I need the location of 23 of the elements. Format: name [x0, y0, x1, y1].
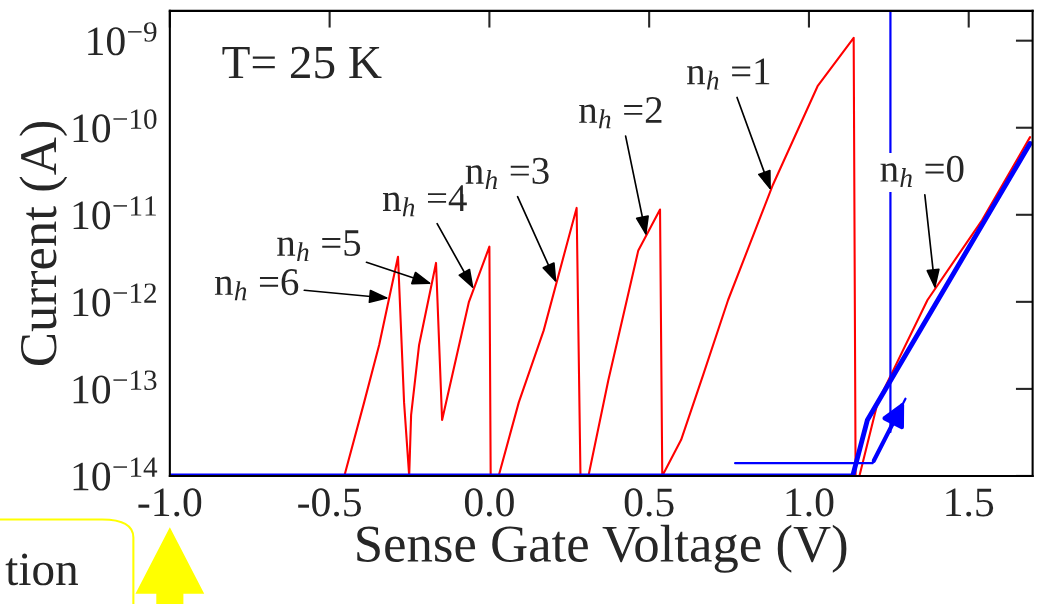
- y-tick-label: 10$^{−10}$: [73, 109, 157, 143]
- x-tick-label: 1.5: [946, 488, 994, 517]
- annotation: n$_{h}$ =4: [382, 185, 467, 217]
- x-tick-label: 1.0: [786, 488, 834, 517]
- y-tick-label: 10$^{−11}$: [73, 196, 156, 230]
- y-tick-label: 10$^{−13}$: [73, 370, 157, 404]
- annotation: n$_{h}$ =6: [214, 269, 299, 301]
- x-tick-label: -0.5: [298, 488, 361, 517]
- annotation: n$_{h}$ =1: [687, 58, 770, 90]
- y-tick-label: 10$^{−14}$: [73, 457, 158, 491]
- x-axis-title: Sense Gate Voltage (V): [357, 524, 847, 573]
- annotation: n$_{h}$ =2: [579, 97, 662, 129]
- y-axis-title: Current (A): [19, 121, 68, 366]
- annotation: n$_{h}$ =0: [880, 155, 964, 187]
- x-tick-label: -1.0: [138, 488, 202, 517]
- annotation: n$_{h}$ =3: [465, 157, 549, 189]
- x-tick-label: 0.0: [464, 488, 514, 517]
- x-tick-label: 0.5: [624, 488, 674, 517]
- annotation: n$_{h}$ =5: [277, 230, 361, 262]
- y-tick-label: 10$^{−9}$: [88, 22, 157, 56]
- text: tion: [5, 553, 78, 586]
- y-tick-label: 10$^{−12}$: [73, 283, 156, 317]
- annotation: T= 25 K: [222, 46, 382, 79]
